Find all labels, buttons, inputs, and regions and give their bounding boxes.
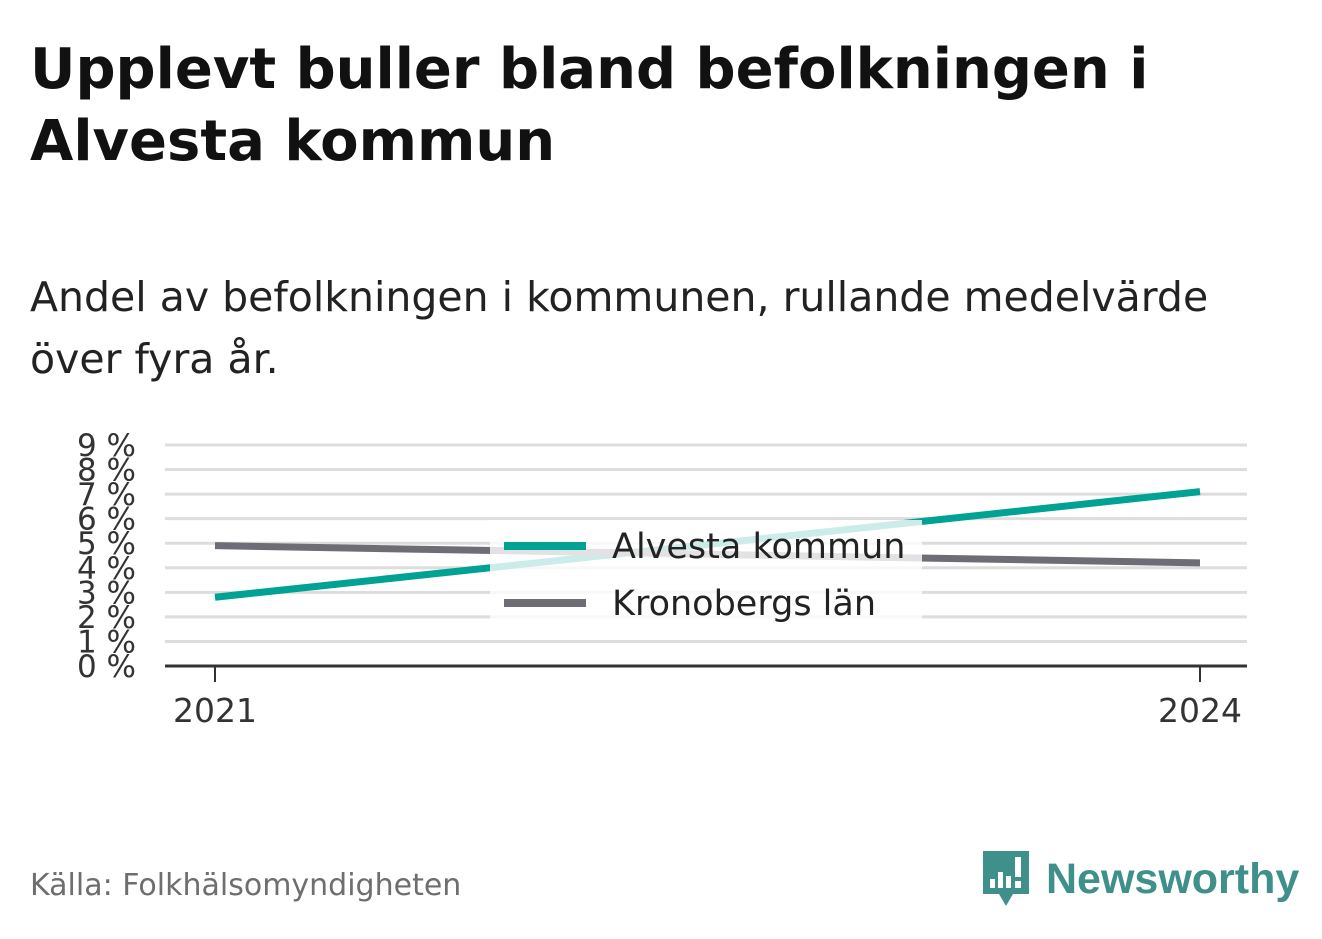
chart-subtitle: Andel av befolkningen i kommunen, rullan… bbox=[30, 273, 1209, 383]
legend: Alvesta kommun Kronobergs län bbox=[490, 520, 922, 640]
y-tick-label: 6 % bbox=[77, 502, 136, 538]
y-axis-ticks: 0 %1 %2 %3 %4 %5 %6 %7 %8 %9 % bbox=[77, 428, 136, 685]
brand-name: Newsworthy bbox=[1046, 854, 1300, 903]
source-note: Källa: Folkhälsomyndigheten bbox=[30, 868, 462, 903]
legend-box bbox=[490, 520, 922, 640]
newsworthy-logo-icon bbox=[983, 851, 1029, 906]
brand-logo: Newsworthy bbox=[980, 848, 1299, 910]
x-axis: 2021 2024 bbox=[165, 664, 1247, 730]
legend-label: Alvesta kommun bbox=[612, 527, 905, 567]
y-tick-label: 9 % bbox=[77, 428, 136, 464]
y-tick-label: 4 % bbox=[77, 551, 136, 587]
line-chart: 0 %1 %2 %3 %4 %5 %6 %7 %8 %9 % Alvesta k… bbox=[77, 428, 1247, 730]
x-tick-label: 2024 bbox=[1158, 691, 1242, 730]
y-tick-label: 0 % bbox=[77, 649, 136, 685]
y-tick-label: 2 % bbox=[77, 600, 136, 636]
y-tick-label: 1 % bbox=[77, 624, 136, 660]
y-tick-label: 7 % bbox=[77, 477, 136, 513]
y-tick-label: 8 % bbox=[77, 453, 136, 489]
y-tick-label: 5 % bbox=[77, 526, 136, 562]
y-tick-label: 3 % bbox=[77, 575, 136, 611]
chart-title: Upplevt buller bland befolkningen i Alve… bbox=[30, 37, 1149, 174]
x-tick-label: 2021 bbox=[173, 691, 257, 730]
legend-label: Kronobergs län bbox=[612, 584, 876, 624]
